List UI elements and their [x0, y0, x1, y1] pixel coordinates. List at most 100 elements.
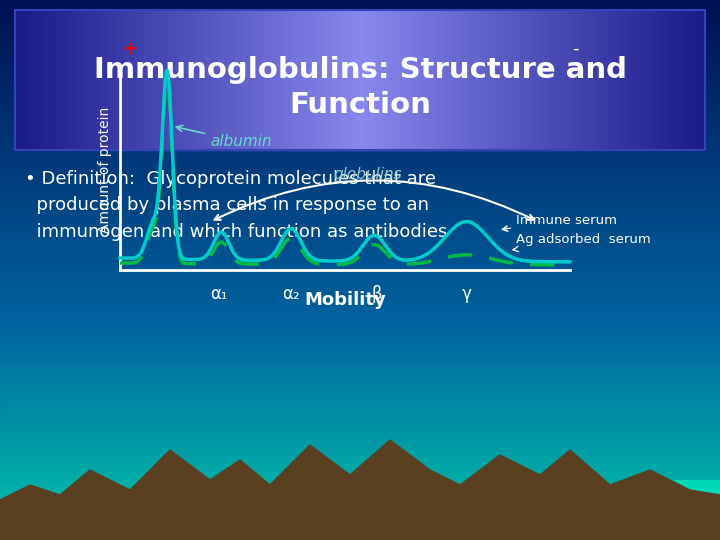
Polygon shape — [0, 518, 720, 521]
Polygon shape — [0, 313, 720, 316]
Polygon shape — [0, 178, 720, 181]
Polygon shape — [107, 10, 112, 150]
Polygon shape — [0, 8, 720, 11]
Polygon shape — [98, 10, 102, 150]
Text: -: - — [572, 40, 578, 58]
Polygon shape — [0, 22, 720, 24]
Polygon shape — [392, 10, 397, 150]
Polygon shape — [0, 221, 720, 224]
Text: α₁: α₁ — [210, 285, 228, 303]
Polygon shape — [397, 10, 402, 150]
Polygon shape — [0, 505, 720, 508]
Polygon shape — [0, 421, 720, 424]
Polygon shape — [415, 10, 420, 150]
Polygon shape — [162, 10, 167, 150]
Polygon shape — [0, 227, 720, 229]
Polygon shape — [0, 432, 720, 435]
Polygon shape — [456, 10, 462, 150]
Polygon shape — [0, 451, 720, 454]
Polygon shape — [493, 10, 498, 150]
Polygon shape — [0, 140, 720, 143]
Polygon shape — [590, 10, 595, 150]
Polygon shape — [102, 10, 107, 150]
Polygon shape — [0, 92, 720, 94]
Polygon shape — [678, 10, 682, 150]
Polygon shape — [374, 10, 379, 150]
Polygon shape — [0, 402, 720, 405]
Polygon shape — [346, 10, 351, 150]
Polygon shape — [0, 256, 720, 259]
Polygon shape — [0, 502, 720, 505]
Polygon shape — [0, 200, 720, 202]
Polygon shape — [622, 10, 627, 150]
Polygon shape — [595, 10, 599, 150]
Polygon shape — [0, 529, 720, 532]
Polygon shape — [0, 472, 720, 475]
Polygon shape — [112, 10, 116, 150]
Polygon shape — [0, 81, 720, 84]
Polygon shape — [604, 10, 608, 150]
Polygon shape — [608, 10, 613, 150]
Text: • Definition:  Glycoprotein molecules that are
  produced by plasma cells in res: • Definition: Glycoprotein molecules tha… — [25, 170, 447, 241]
Polygon shape — [0, 526, 720, 529]
Polygon shape — [42, 10, 48, 150]
Polygon shape — [0, 205, 720, 208]
Polygon shape — [217, 10, 222, 150]
Text: Immunoglobulins: Structure and: Immunoglobulins: Structure and — [94, 56, 626, 84]
Polygon shape — [84, 10, 89, 150]
Polygon shape — [0, 159, 720, 162]
Polygon shape — [631, 10, 636, 150]
Polygon shape — [0, 246, 720, 248]
Polygon shape — [0, 413, 720, 416]
Polygon shape — [489, 10, 493, 150]
Polygon shape — [462, 10, 466, 150]
Polygon shape — [420, 10, 424, 150]
Polygon shape — [480, 10, 484, 150]
Polygon shape — [0, 103, 720, 105]
Polygon shape — [383, 10, 387, 150]
Polygon shape — [0, 429, 720, 432]
Polygon shape — [507, 10, 512, 150]
Polygon shape — [0, 316, 720, 319]
Polygon shape — [0, 143, 720, 146]
Polygon shape — [526, 10, 530, 150]
Polygon shape — [341, 10, 346, 150]
Polygon shape — [0, 456, 720, 459]
Polygon shape — [0, 373, 720, 375]
Polygon shape — [194, 10, 199, 150]
Polygon shape — [93, 10, 98, 150]
Polygon shape — [539, 10, 544, 150]
Polygon shape — [581, 10, 585, 150]
Polygon shape — [19, 10, 24, 150]
Polygon shape — [0, 489, 720, 491]
Polygon shape — [618, 10, 622, 150]
Polygon shape — [323, 10, 328, 150]
Polygon shape — [0, 286, 720, 289]
Polygon shape — [287, 10, 291, 150]
Polygon shape — [0, 267, 720, 270]
Polygon shape — [0, 122, 720, 124]
Polygon shape — [503, 10, 507, 150]
Polygon shape — [452, 10, 456, 150]
Polygon shape — [0, 11, 720, 14]
Polygon shape — [0, 454, 720, 456]
Polygon shape — [0, 462, 720, 464]
Polygon shape — [0, 262, 720, 265]
Polygon shape — [282, 10, 287, 150]
Polygon shape — [0, 524, 720, 526]
Polygon shape — [0, 459, 720, 462]
Polygon shape — [0, 162, 720, 165]
Polygon shape — [424, 10, 429, 150]
Text: globulins: globulins — [333, 166, 402, 181]
Text: albumin: albumin — [176, 125, 271, 149]
Polygon shape — [682, 10, 687, 150]
Polygon shape — [305, 10, 310, 150]
Polygon shape — [369, 10, 374, 150]
Polygon shape — [0, 238, 720, 240]
Polygon shape — [314, 10, 319, 150]
Polygon shape — [0, 338, 720, 340]
Polygon shape — [0, 78, 720, 81]
Polygon shape — [0, 32, 720, 35]
Polygon shape — [668, 10, 672, 150]
Polygon shape — [213, 10, 217, 150]
